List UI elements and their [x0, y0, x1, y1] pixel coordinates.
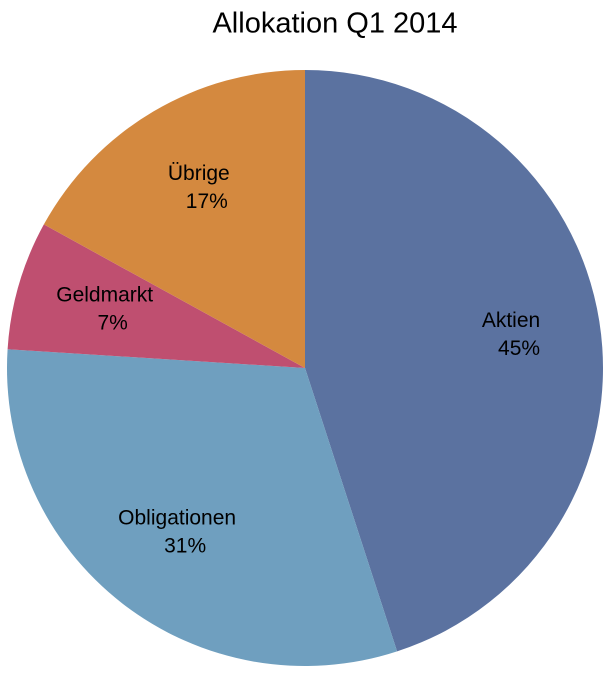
slice-label: Übrige	[168, 162, 230, 185]
pie-slice	[6, 349, 398, 667]
slice-label: Aktien	[482, 309, 540, 332]
chart-title: Allokation Q1 2014	[212, 8, 457, 40]
pie-slice	[43, 70, 306, 368]
pie-slice	[305, 70, 603, 652]
pie-slice	[7, 224, 305, 368]
slice-label: Obligationen	[118, 506, 236, 529]
slice-label: Geldmarkt	[56, 283, 153, 306]
slice-value-label: 7%	[98, 311, 128, 334]
slice-value-label: 31%	[164, 534, 206, 557]
slice-value-label: 17%	[186, 190, 228, 213]
slice-value-label: 45%	[498, 337, 540, 360]
